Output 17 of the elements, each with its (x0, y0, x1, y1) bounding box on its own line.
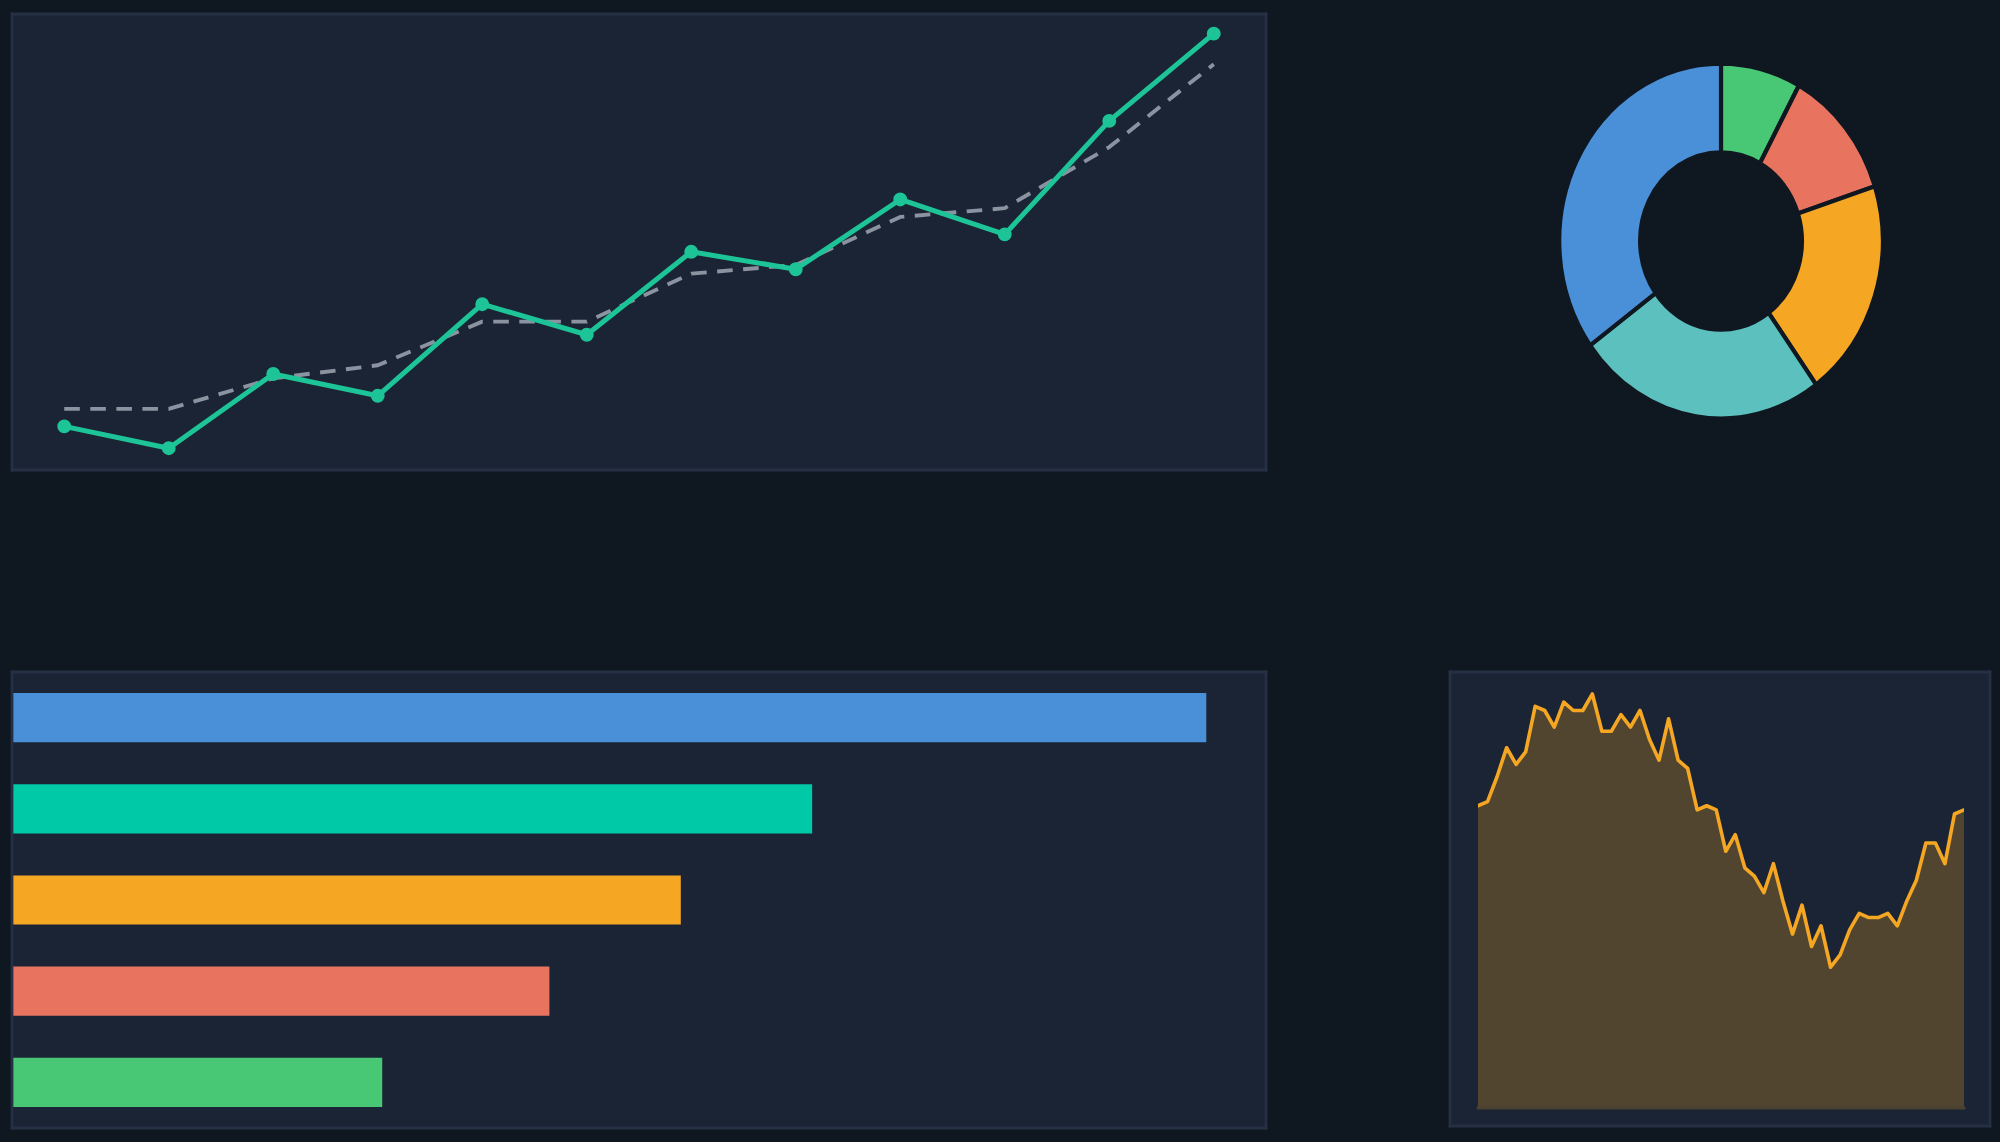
bar (12, 1057, 383, 1108)
point (1102, 113, 1117, 128)
point (579, 327, 594, 342)
point (1206, 26, 1221, 41)
point (266, 367, 281, 381)
point (893, 192, 908, 207)
point (57, 419, 72, 434)
point (475, 297, 490, 312)
point (684, 244, 699, 259)
point (161, 441, 176, 456)
bar (12, 875, 681, 925)
point (370, 388, 385, 403)
bar (12, 966, 550, 1016)
bar (12, 784, 813, 834)
bar (12, 692, 1207, 743)
point (788, 262, 803, 277)
point (997, 227, 1012, 242)
